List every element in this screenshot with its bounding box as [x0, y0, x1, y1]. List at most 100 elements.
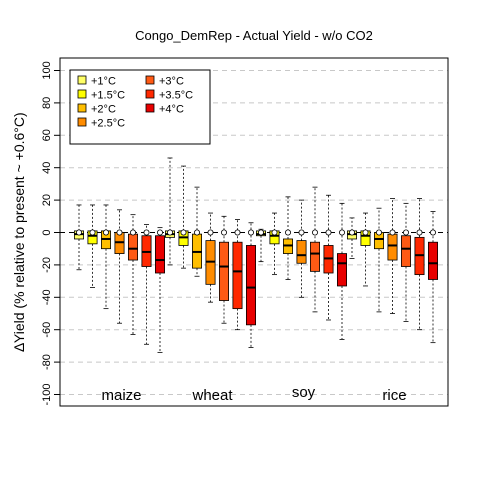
box-maize-6 — [154, 227, 165, 353]
y-axis: -100 -80 -60 -40 -20 0 20 40 60 80 100 — [41, 58, 61, 406]
baseline-marker — [284, 229, 291, 236]
y-tick-label: -60 — [41, 322, 53, 338]
baseline-marker — [311, 229, 318, 236]
legend-swatch — [145, 89, 155, 99]
box-soy-2 — [282, 196, 293, 280]
plot-frame — [59, 57, 449, 407]
baseline-marker — [103, 229, 110, 236]
baseline-marker — [207, 229, 214, 236]
box-rice-6 — [427, 211, 438, 344]
y-tick-label: -100 — [41, 383, 53, 405]
legend-swatch — [145, 103, 155, 113]
baseline-marker — [348, 229, 355, 236]
boxplots — [74, 157, 438, 353]
box-wheat-6 — [245, 222, 256, 348]
box-rice-3 — [387, 198, 398, 314]
crop-label-wheat: wheat — [191, 387, 233, 404]
baseline-marker — [116, 229, 123, 236]
box-iqr — [427, 241, 438, 280]
crop-labels: maize wheat soy rice — [101, 384, 406, 404]
box-iqr — [400, 235, 411, 267]
legend-item: +1.5°C — [77, 89, 125, 102]
box-iqr — [218, 241, 229, 301]
baseline-marker — [298, 229, 305, 236]
box-maize-4 — [127, 214, 138, 335]
legend-swatch — [77, 117, 87, 127]
legend-item: +2.5°C — [77, 117, 125, 130]
box-wheat-1 — [178, 165, 189, 269]
box-maize-1 — [87, 204, 98, 288]
legend-item: +2°C — [77, 103, 116, 116]
box-iqr — [309, 241, 320, 272]
box-maize-5 — [141, 223, 152, 345]
y-tick-label: -80 — [41, 354, 53, 370]
baseline-marker — [143, 229, 150, 236]
box-rice-2 — [373, 207, 384, 313]
legend-label: +1.5°C — [91, 90, 125, 102]
baseline-marker — [220, 229, 227, 236]
baseline-marker — [257, 229, 264, 236]
box-iqr — [154, 235, 165, 274]
box-soy-6 — [336, 202, 347, 340]
legend-label: +2.5°C — [91, 118, 125, 130]
baseline-marker — [402, 229, 409, 236]
box-rice-4 — [400, 202, 411, 323]
baseline-marker — [129, 229, 136, 236]
baseline-marker — [247, 229, 254, 236]
box-soy-4 — [309, 186, 320, 313]
y-tick-label: 20 — [41, 194, 53, 206]
y-tick-label: 40 — [41, 162, 53, 174]
box-wheat-0 — [164, 157, 175, 266]
y-axis-label: ∆Yield (% relative to present ~ +0.6°C) — [11, 112, 27, 351]
legend: +1°C +1.5°C +2°C +2.5°C +3°C +3.5°C +4°C — [69, 69, 211, 145]
legend-swatch — [77, 103, 87, 113]
legend-label: +3.5°C — [159, 90, 193, 102]
baseline-marker — [271, 229, 278, 236]
box-iqr — [336, 253, 347, 287]
box-soy-5 — [323, 194, 334, 321]
baseline-marker — [166, 229, 173, 236]
y-tick-label: 80 — [41, 97, 53, 109]
legend-item: +4°C — [145, 103, 184, 116]
box-maize-2 — [101, 204, 112, 310]
crop-group-maize — [74, 204, 165, 353]
baseline-marker — [362, 229, 369, 236]
baseline-marker — [89, 229, 96, 236]
box-wheat-3 — [205, 212, 216, 303]
box-wheat-5 — [232, 219, 243, 331]
legend-label: +1°C — [91, 76, 116, 88]
crop-group-wheat — [164, 157, 256, 348]
box-iqr — [232, 241, 243, 310]
box-rice-0 — [346, 217, 357, 259]
y-tick-label: 0 — [41, 229, 53, 235]
legend-swatch — [145, 75, 155, 85]
box-iqr — [296, 240, 307, 264]
box-rice-5 — [414, 198, 425, 331]
box-wheat-4 — [218, 215, 229, 324]
crop-label-rice: rice — [382, 387, 406, 404]
crop-group-rice — [346, 198, 438, 344]
crop-label-maize: maize — [101, 387, 141, 404]
legend-item: +3°C — [145, 75, 184, 88]
legend-label: +2°C — [91, 104, 116, 116]
baseline-marker — [156, 229, 163, 236]
legend-swatch — [77, 75, 87, 85]
baseline-marker — [234, 229, 241, 236]
baseline-marker — [416, 229, 423, 236]
y-tick-label: 60 — [41, 129, 53, 141]
chart-title: Congo_DemRep - Actual Yield - w/o CO2 — [135, 28, 373, 43]
box-iqr — [127, 233, 138, 261]
box-rice-1 — [360, 212, 371, 287]
box-iqr — [387, 233, 398, 261]
baseline-marker — [338, 229, 345, 236]
box-maize-0 — [74, 204, 85, 271]
box-maize-3 — [114, 209, 125, 324]
legend-item: +1°C — [77, 75, 116, 88]
y-tick-label: -40 — [41, 289, 53, 305]
baseline-marker — [180, 229, 187, 236]
baseline-marker — [325, 229, 332, 236]
legend-swatch — [77, 89, 87, 99]
legend-item: +3.5°C — [145, 89, 193, 102]
crop-group-soy — [255, 186, 347, 340]
